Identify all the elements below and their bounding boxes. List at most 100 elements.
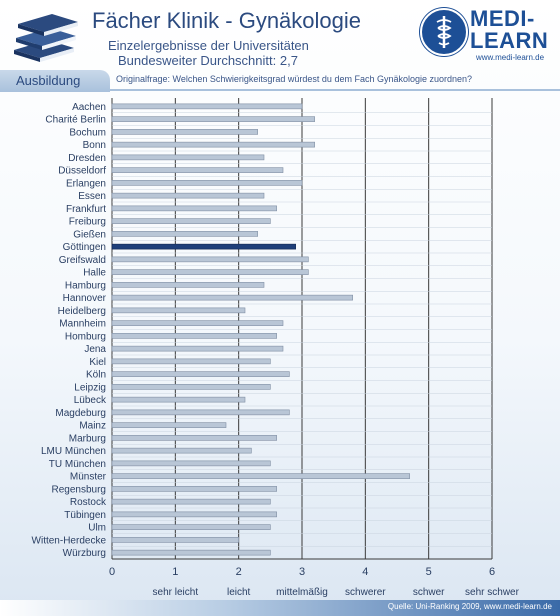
bar (111, 205, 277, 212)
tick-label: 3 (299, 566, 305, 578)
bar (111, 103, 303, 110)
category-label: Freiburg (69, 217, 106, 228)
category-label: Köln (86, 370, 106, 381)
bar (111, 116, 315, 122)
tab-ausbildung[interactable]: Ausbildung (0, 70, 110, 92)
tick-label: 4 (362, 566, 368, 578)
bar (111, 167, 284, 173)
scale-label: schwer (413, 587, 445, 598)
category-label: LMU München (41, 446, 106, 457)
category-label: Bochum (69, 127, 106, 138)
survey-question: Originalfrage: Welchen Schwierigkeitsgra… (116, 74, 473, 84)
page-subtitle: Einzelergebnisse der Universitäten (108, 38, 309, 53)
scale-label: sehr leicht (153, 587, 199, 598)
bar (111, 141, 315, 148)
category-label: Mannheim (59, 319, 106, 330)
bar (111, 384, 271, 390)
logo-wordmark-bottom: LEARN (470, 28, 549, 53)
category-label: Kiel (89, 357, 106, 368)
bar (111, 524, 271, 530)
category-label: Düsseldorf (58, 166, 106, 177)
bar (111, 473, 410, 479)
bar (111, 396, 246, 403)
bar (111, 218, 271, 224)
bar (111, 511, 277, 518)
scale-label: mittelmäßig (276, 587, 328, 598)
section-divider (110, 89, 560, 91)
category-label: Mainz (79, 421, 106, 432)
page-title: Fächer Klinik - Gynäkologie (92, 8, 362, 33)
category-label: Aachen (72, 102, 106, 113)
category-label: Frankfurt (66, 204, 106, 215)
books-icon (14, 14, 78, 62)
category-label: Magdeburg (55, 408, 106, 419)
category-label: Regensburg (52, 484, 106, 495)
category-label: Erlangen (66, 178, 106, 189)
bar (111, 154, 265, 161)
bar (111, 192, 265, 199)
section-bar: Ausbildung Originalfrage: Welchen Schwie… (0, 70, 560, 92)
bar (111, 409, 290, 416)
bar (111, 243, 296, 250)
category-label: Greifswald (59, 255, 106, 266)
category-label: Göttingen (63, 242, 106, 253)
bar (111, 486, 277, 492)
scale-label: schwerer (345, 587, 386, 598)
category-label: Halle (83, 268, 106, 279)
category-label: Leipzig (74, 382, 106, 393)
category-label: Gießen (73, 229, 106, 240)
bar (111, 549, 271, 556)
header: Fächer Klinik - Gynäkologie Einzelergebn… (0, 0, 560, 70)
category-label: Bonn (83, 140, 106, 151)
bar (111, 371, 290, 377)
scale-label: leicht (227, 587, 251, 598)
category-label: Münster (70, 472, 107, 483)
bar (111, 333, 277, 339)
category-label: Würzburg (63, 548, 106, 559)
logo-url: www.medi-learn.de (476, 53, 545, 62)
bar (111, 180, 303, 186)
bar (111, 256, 309, 263)
category-label: Heidelberg (58, 306, 106, 317)
source-note: Quelle: Uni-Ranking 2009, www.medi-learn… (387, 602, 552, 611)
category-label: Lübeck (74, 395, 107, 406)
bar (111, 129, 258, 135)
category-label: Tübingen (64, 510, 106, 521)
category-label: Dresden (68, 153, 106, 164)
bar (111, 307, 246, 314)
bar (111, 498, 271, 505)
category-label: Jena (84, 344, 106, 355)
category-label: Essen (78, 191, 106, 202)
bar (111, 294, 353, 301)
tick-label: 6 (489, 566, 495, 578)
bar (111, 460, 271, 467)
category-label: Hamburg (65, 280, 106, 291)
bar (111, 422, 227, 428)
tick-label: 2 (236, 566, 242, 578)
category-label: Rostock (70, 497, 107, 508)
bar (111, 282, 265, 288)
logo-wordmark-top: MEDI- (470, 6, 535, 31)
bar (111, 447, 252, 454)
footer: Quelle: Uni-Ranking 2009, www.medi-learn… (0, 600, 560, 616)
scale-label: sehr schwer (465, 587, 520, 598)
bar (111, 345, 284, 352)
category-label: Marburg (69, 433, 106, 444)
bar (111, 269, 309, 275)
tab-label: Ausbildung (16, 73, 81, 88)
caduceus-icon (420, 8, 468, 56)
category-label: Charité Berlin (45, 115, 106, 126)
category-label: Homburg (65, 331, 106, 342)
category-label: Ulm (88, 523, 106, 534)
medi-learn-logo[interactable]: MEDI- LEARN www.medi-learn.de (420, 6, 552, 70)
bar (111, 231, 258, 237)
bar (111, 358, 271, 365)
category-label: TU München (49, 459, 106, 470)
tick-label: 0 (109, 566, 115, 578)
category-label: Witten-Herdecke (32, 535, 107, 546)
tick-label: 1 (172, 566, 178, 578)
national-average: Bundesweiter Durchschnitt: 2,7 (118, 53, 298, 68)
category-label: Hannover (63, 293, 107, 304)
bar (111, 537, 239, 543)
